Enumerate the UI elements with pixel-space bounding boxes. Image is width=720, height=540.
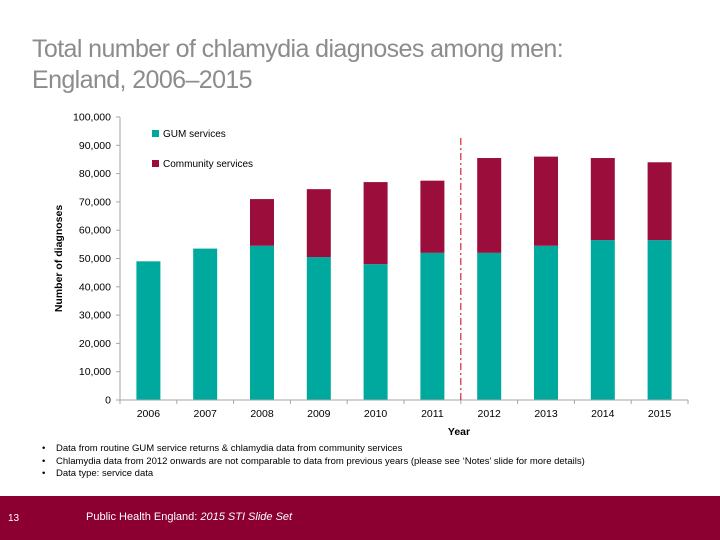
bullet-glyph: • [42, 455, 46, 467]
slide-title: Total number of chlamydia diagnoses amon… [32, 34, 692, 96]
bar-community-services [477, 158, 502, 253]
bar-community-services [306, 189, 331, 258]
bar-gum-services [250, 245, 274, 400]
y-axis-title: Number of diagnoses [53, 205, 65, 313]
x-axis-ticks: 2006 2007 2008 2009 2010 2011 2012 2013 2014 2015 [119, 400, 689, 420]
x-tick-label: 2014 [591, 408, 615, 420]
bar-gum-services [477, 252, 502, 400]
footer-slide-set: 2015 STI Slide Set [200, 511, 293, 523]
y-tick-label: 70,000 [79, 196, 111, 208]
y-tick-label: 100,000 [73, 112, 111, 124]
notes-list: • Data from routine GUM service returns &… [40, 443, 585, 481]
x-tick-label: 2009 [307, 408, 331, 420]
note-text: Chlamydia data from 2012 onwards are not… [56, 455, 585, 467]
bar-gum-services [590, 240, 615, 400]
footer-bar: 13 Public Health England: 2015 STI Slide… [0, 496, 720, 540]
y-axis-ticks: 0 10,000 20,000 30,000 40,000 50,000 60,000 70,… [73, 112, 120, 407]
legend-swatch-gum [152, 130, 159, 137]
y-tick-label: 90,000 [79, 140, 111, 152]
bar-gum-services [136, 261, 161, 400]
bar-gum-services [647, 240, 672, 400]
y-tick-label: 30,000 [79, 310, 111, 322]
bar-community-services [647, 162, 672, 241]
title-line-2: England, 2006–2015 [32, 66, 253, 94]
title-line-1: Total number of chlamydia diagnoses amon… [32, 35, 564, 63]
slide-number: 13 [8, 513, 20, 524]
y-tick-label: 80,000 [79, 168, 111, 180]
x-axis-title: Year [448, 426, 470, 438]
bullet-glyph: • [42, 468, 46, 479]
legend-label-community: Community services [163, 159, 253, 170]
y-tick-label: 0 [105, 395, 111, 407]
y-tick-label: 20,000 [79, 338, 111, 350]
bar-community-services [590, 158, 615, 241]
x-tick-label: 2011 [421, 408, 444, 420]
bar-gum-services [306, 257, 331, 400]
x-tick-label: 2010 [364, 408, 388, 420]
footer-org: Public Health England: [86, 511, 198, 523]
x-tick-label: 2007 [194, 408, 218, 420]
bar-gum-services [193, 248, 218, 400]
bullet-glyph: • [42, 443, 46, 454]
x-tick-label: 2012 [478, 408, 502, 420]
bar-community-services [420, 180, 445, 253]
stacked-bar-chart: 0 10,000 20,000 30,000 40,000 50,000 60,000 70,… [53, 112, 689, 438]
bars [136, 156, 672, 400]
note-item: • Chlamydia data from 2012 onwards are no… [40, 456, 585, 469]
x-tick-label: 2006 [137, 408, 161, 420]
x-tick-label: 2015 [648, 408, 672, 420]
bar-gum-services [534, 245, 558, 400]
note-item: • Data type: service data [40, 468, 585, 481]
bar-community-services [534, 156, 558, 246]
note-item: • Data from routine GUM service returns &… [40, 443, 585, 456]
legend-label-gum: GUM services [163, 129, 226, 140]
x-tick-label: 2013 [534, 408, 558, 420]
x-tick-label: 2008 [250, 408, 274, 420]
note-text: Data from routine GUM service returns & … [56, 443, 403, 454]
y-tick-label: 60,000 [79, 225, 111, 237]
y-tick-label: 50,000 [79, 253, 111, 265]
y-tick-label: 40,000 [79, 281, 111, 293]
bar-community-services [363, 182, 388, 265]
bar-community-services [250, 199, 274, 246]
legend-swatch-community [152, 160, 159, 167]
footer-source: Public Health England: 2015 STI Slide Se… [86, 511, 292, 523]
chart-legend: GUM services Community services [152, 129, 253, 170]
bar-gum-services [363, 264, 388, 400]
bar-gum-services [420, 252, 445, 400]
y-tick-label: 10,000 [79, 366, 111, 378]
note-text: Data type: service data [56, 468, 154, 479]
